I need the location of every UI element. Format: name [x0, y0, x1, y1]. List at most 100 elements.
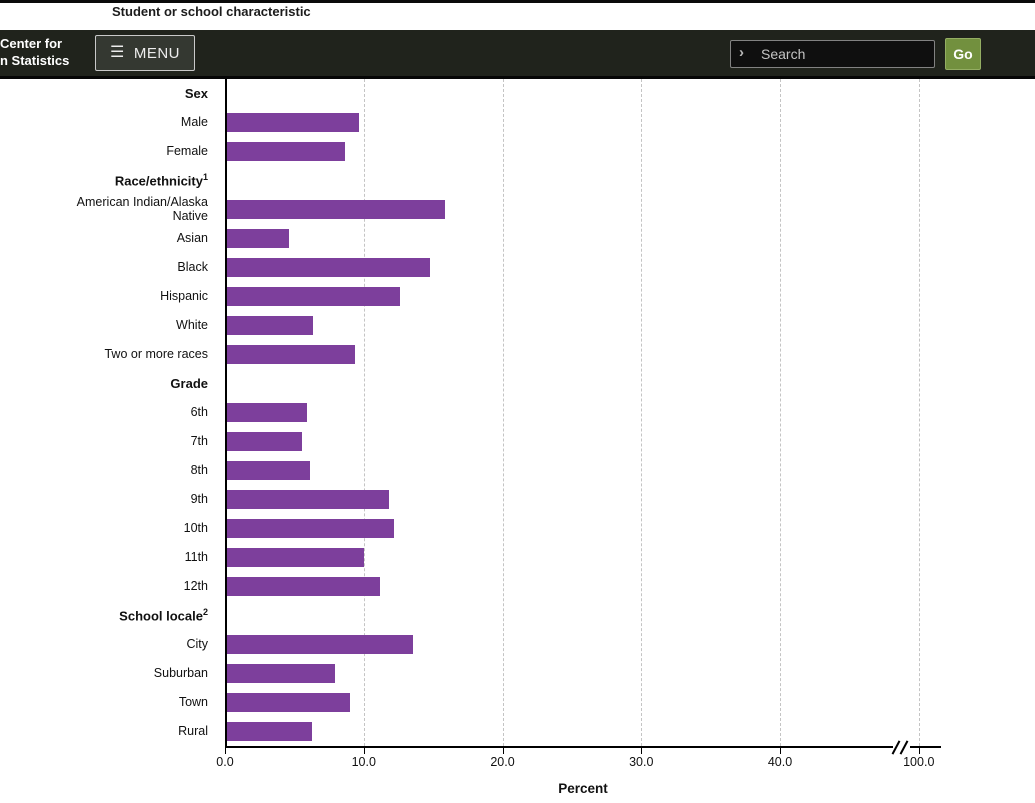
data-row-female: Female [0, 137, 1035, 166]
x-tick [363, 748, 365, 754]
group-header-label: School locale2 [119, 607, 208, 624]
bar-male [227, 113, 359, 132]
bar-town [227, 693, 351, 712]
category-label: 6th [190, 404, 208, 419]
search-box: › [730, 40, 935, 68]
data-row-7th: 7th [0, 427, 1035, 456]
site-header: Center for n Statistics ☰ MENU › Go [0, 30, 1035, 79]
search-input[interactable] [730, 40, 935, 68]
bar-cell [225, 287, 1035, 306]
category-label: Hispanic [160, 288, 208, 303]
bar-12th [227, 577, 380, 596]
data-row-town: Town [0, 688, 1035, 717]
y-axis-line [225, 79, 227, 746]
data-row-two-or-more-races: Two or more races [0, 340, 1035, 369]
data-row-male: Male [0, 108, 1035, 137]
hamburger-icon: ☰ [110, 44, 125, 61]
x-tick [780, 748, 781, 754]
search-go-button[interactable]: Go [945, 38, 981, 70]
gridline [363, 79, 365, 746]
table-header-strip: Student or school characteristic [0, 0, 1035, 30]
bar-9th [227, 490, 390, 509]
x-tick [502, 748, 504, 754]
bar-female [227, 142, 345, 161]
category-label: Rural [178, 723, 208, 738]
category-label: 7th [190, 433, 208, 448]
bar-cell [225, 461, 1035, 480]
category-label: Black [177, 259, 208, 274]
group-header-label: Sex [184, 85, 208, 101]
bar-cell [225, 490, 1035, 509]
x-tick [918, 748, 920, 754]
x-tick [225, 748, 226, 754]
group-row-sex: Sex [0, 79, 1035, 108]
data-row-white: White [0, 311, 1035, 340]
data-row-10th: 10th [0, 514, 1035, 543]
x-tick-label: 100.0 [903, 755, 935, 769]
data-row-hispanic: Hispanic [0, 282, 1035, 311]
category-label: 9th [190, 491, 208, 506]
category-label: American Indian/Alaska Native [76, 195, 208, 223]
bar-cell [225, 258, 1035, 277]
group-row-grade: Grade [0, 369, 1035, 398]
group-row-school-locale: School locale2 [0, 601, 1035, 630]
bar-american-indian-alaska-native [227, 200, 445, 219]
bar-cell [225, 316, 1035, 335]
search-prompt-icon: › [739, 44, 744, 61]
bar-cell [225, 693, 1035, 712]
category-label: White [176, 317, 208, 332]
menu-button-label: MENU [133, 44, 181, 62]
category-label: Asian [176, 230, 208, 245]
bar-cell [225, 664, 1035, 683]
grid-layer [225, 79, 941, 746]
gridline [918, 79, 920, 746]
category-label: 10th [183, 520, 208, 535]
menu-button[interactable]: ☰ MENU [95, 35, 196, 71]
bar-cell [225, 519, 1035, 538]
bar-8th [227, 461, 311, 480]
bar-suburban [227, 664, 336, 683]
bar-chart: Sex Male Female Race/ethnicity1 American Ind… [0, 79, 1035, 796]
bar-cell [225, 200, 1035, 219]
category-label: Two or more races [104, 346, 208, 361]
search-group: › Go [730, 38, 981, 70]
x-axis: 0.0 10.0 20.0 30.0 40.0 100.0 [216, 740, 941, 776]
bar-6th [227, 403, 308, 422]
category-label: Male [180, 114, 208, 129]
data-row-black: Black [0, 253, 1035, 282]
data-row-11th: 11th [0, 543, 1035, 572]
gridline [641, 79, 643, 746]
bar-cell [225, 403, 1035, 422]
category-label: 8th [190, 462, 208, 477]
data-row-12th: 12th [0, 572, 1035, 601]
bar-black [227, 258, 430, 277]
data-row-9th: 9th [0, 485, 1035, 514]
category-label: City [186, 636, 208, 651]
bar-rural [227, 722, 312, 741]
data-row-6th: 6th [0, 398, 1035, 427]
x-axis-title: Percent [558, 781, 608, 796]
go-button-label: Go [953, 46, 973, 62]
nces-logo-line1: Center for [0, 36, 63, 51]
bar-10th [227, 519, 394, 538]
column-header-label: Student or school characteristic [112, 4, 311, 19]
group-header-label: Race/ethnicity1 [114, 172, 208, 189]
bar-two-or-more-races [227, 345, 355, 364]
category-label: Suburban [153, 665, 208, 680]
bar-cell [225, 345, 1035, 364]
bar-cell [225, 577, 1035, 596]
nces-logo-text[interactable]: Center for n Statistics [0, 35, 69, 69]
x-tick-label: 10.0 [351, 755, 376, 769]
data-row-rural: Rural [0, 717, 1035, 746]
category-label: 11th [184, 549, 208, 564]
x-tick-label: 0.0 [216, 755, 234, 769]
bar-cell [225, 432, 1035, 451]
x-tick-label: 20.0 [490, 755, 515, 769]
bar-11th [227, 548, 365, 567]
bar-white [227, 316, 314, 335]
category-label: Town [178, 694, 208, 709]
data-row-suburban: Suburban [0, 659, 1035, 688]
bar-cell [225, 113, 1035, 132]
bar-hispanic [227, 287, 401, 306]
category-label: 12th [183, 578, 208, 593]
